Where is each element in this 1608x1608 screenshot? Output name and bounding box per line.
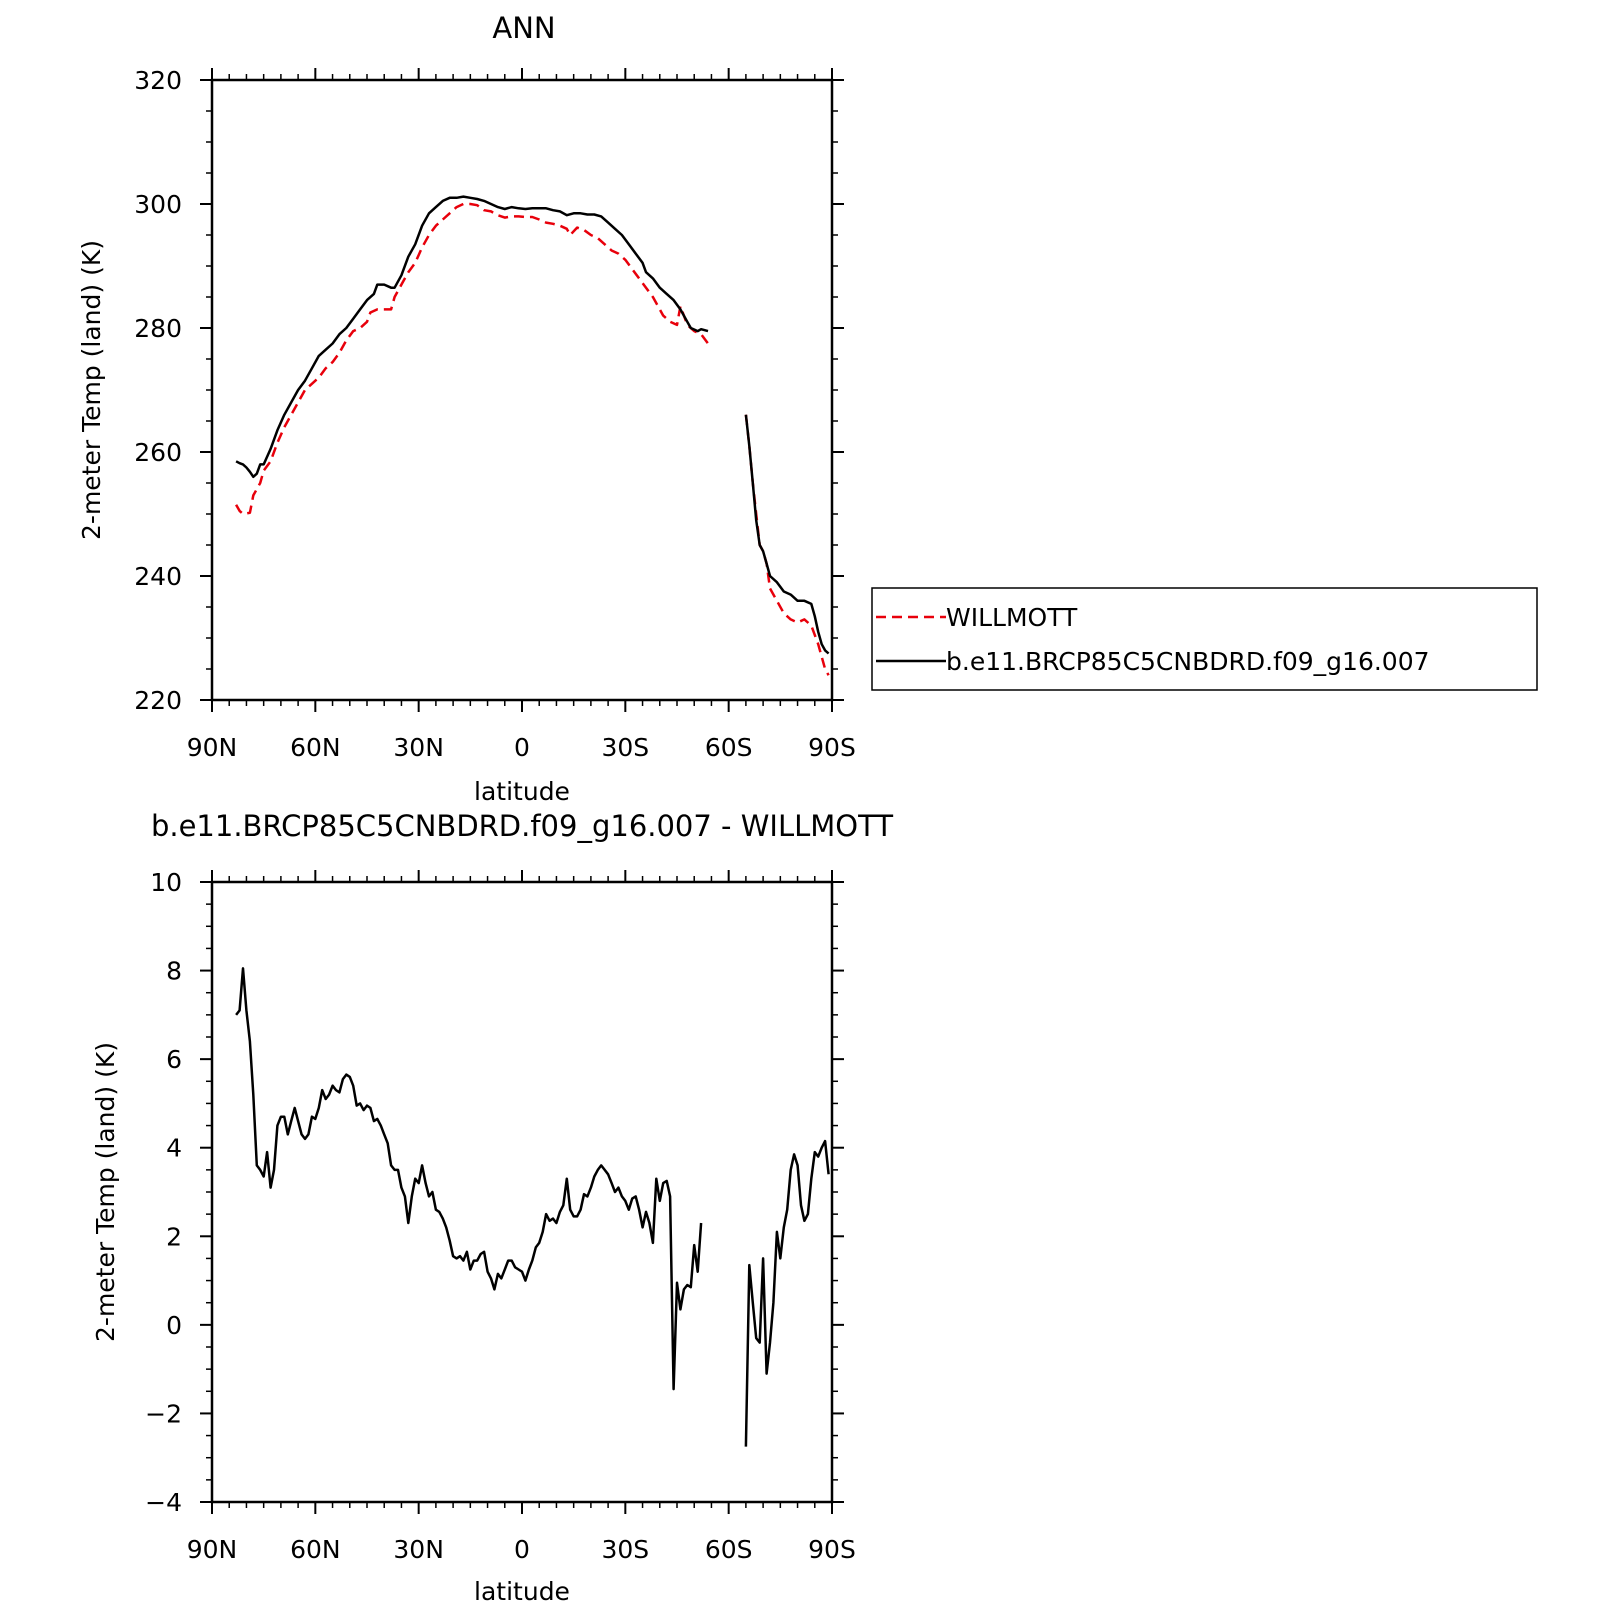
- y-tick-label: 0: [166, 1311, 182, 1340]
- x-tick-label: 90S: [808, 733, 856, 762]
- series-line-1-segment-1: [744, 414, 830, 655]
- x-tick-label: 60S: [705, 733, 753, 762]
- bottom-chart-ylabel: 2-meter Temp (land) (K): [91, 1042, 120, 1342]
- top-chart-frame: [210, 78, 834, 702]
- top-chart-ticks: 90N 60N 30N 0 30S 60S 90S 220 240 260 280 300 320: [134, 66, 856, 762]
- top-chart-series: [235, 195, 830, 676]
- y-tick-label: 4: [166, 1134, 182, 1163]
- y-tick-label: 320: [134, 66, 182, 95]
- bottom-chart-frame: [210, 880, 834, 1504]
- series-line-0-segment-1: [744, 414, 830, 676]
- y-tick-label: 280: [134, 314, 182, 343]
- x-tick-label: 30N: [393, 733, 444, 762]
- bottom-chart-series: [235, 967, 830, 1447]
- y-tick-label: 10: [150, 868, 182, 897]
- top-chart: ANN 90N 60N 30N 0 30S 60S 90S 220 240 260 280 300 32…: [77, 11, 1538, 806]
- x-tick-label: 90N: [187, 733, 238, 762]
- x-tick-label: 0: [514, 1535, 530, 1564]
- series-line-0-segment-0: [235, 202, 710, 516]
- legend-box: [871, 587, 1538, 691]
- y-tick-label: 220: [134, 686, 182, 715]
- y-tick-label: −4: [145, 1488, 182, 1517]
- y-tick-label: 300: [134, 190, 182, 219]
- top-chart-ylabel: 2-meter Temp (land) (K): [77, 240, 106, 540]
- x-tick-label: 0: [514, 733, 530, 762]
- bottom-chart-title: b.e11.BRCP85C5CNBDRD.f09_g16.007 - WILLM…: [151, 809, 893, 843]
- top-chart-title: ANN: [492, 11, 555, 45]
- series-line-1-segment-0: [235, 195, 709, 479]
- x-tick-label: 90N: [187, 1535, 238, 1564]
- x-tick-label: 60S: [705, 1535, 753, 1564]
- legend: WILLMOTT b.e11.BRCP85C5CNBDRD.f09_g16.00…: [871, 587, 1538, 691]
- x-tick-label: 30S: [601, 733, 649, 762]
- x-tick-label: 30S: [601, 1535, 649, 1564]
- y-tick-label: 260: [134, 438, 182, 467]
- y-tick-label: 8: [166, 957, 182, 986]
- bottom-chart: b.e11.BRCP85C5CNBDRD.f09_g16.007 - WILLM…: [91, 809, 893, 1606]
- legend-label-model: b.e11.BRCP85C5CNBDRD.f09_g16.007: [946, 647, 1430, 676]
- x-tick-label: 90S: [808, 1535, 856, 1564]
- y-tick-label: −2: [145, 1399, 182, 1428]
- y-tick-label: 2: [166, 1222, 182, 1251]
- x-tick-label: 60N: [290, 733, 341, 762]
- legend-label-willmott: WILLMOTT: [946, 603, 1078, 632]
- y-tick-label: 6: [166, 1045, 182, 1074]
- bottom-chart-xlabel: latitude: [474, 1577, 570, 1606]
- bottom-chart-ticks: 90N 60N 30N 0 30S 60S 90S −4 −2 0 2 4 6 8 10: [145, 868, 856, 1564]
- top-chart-xlabel: latitude: [474, 777, 570, 806]
- y-tick-label: 240: [134, 562, 182, 591]
- x-tick-label: 60N: [290, 1535, 341, 1564]
- series-line-0-segment-1: [744, 1139, 830, 1447]
- x-tick-label: 30N: [393, 1535, 444, 1564]
- series-line-0-segment-0: [235, 967, 703, 1391]
